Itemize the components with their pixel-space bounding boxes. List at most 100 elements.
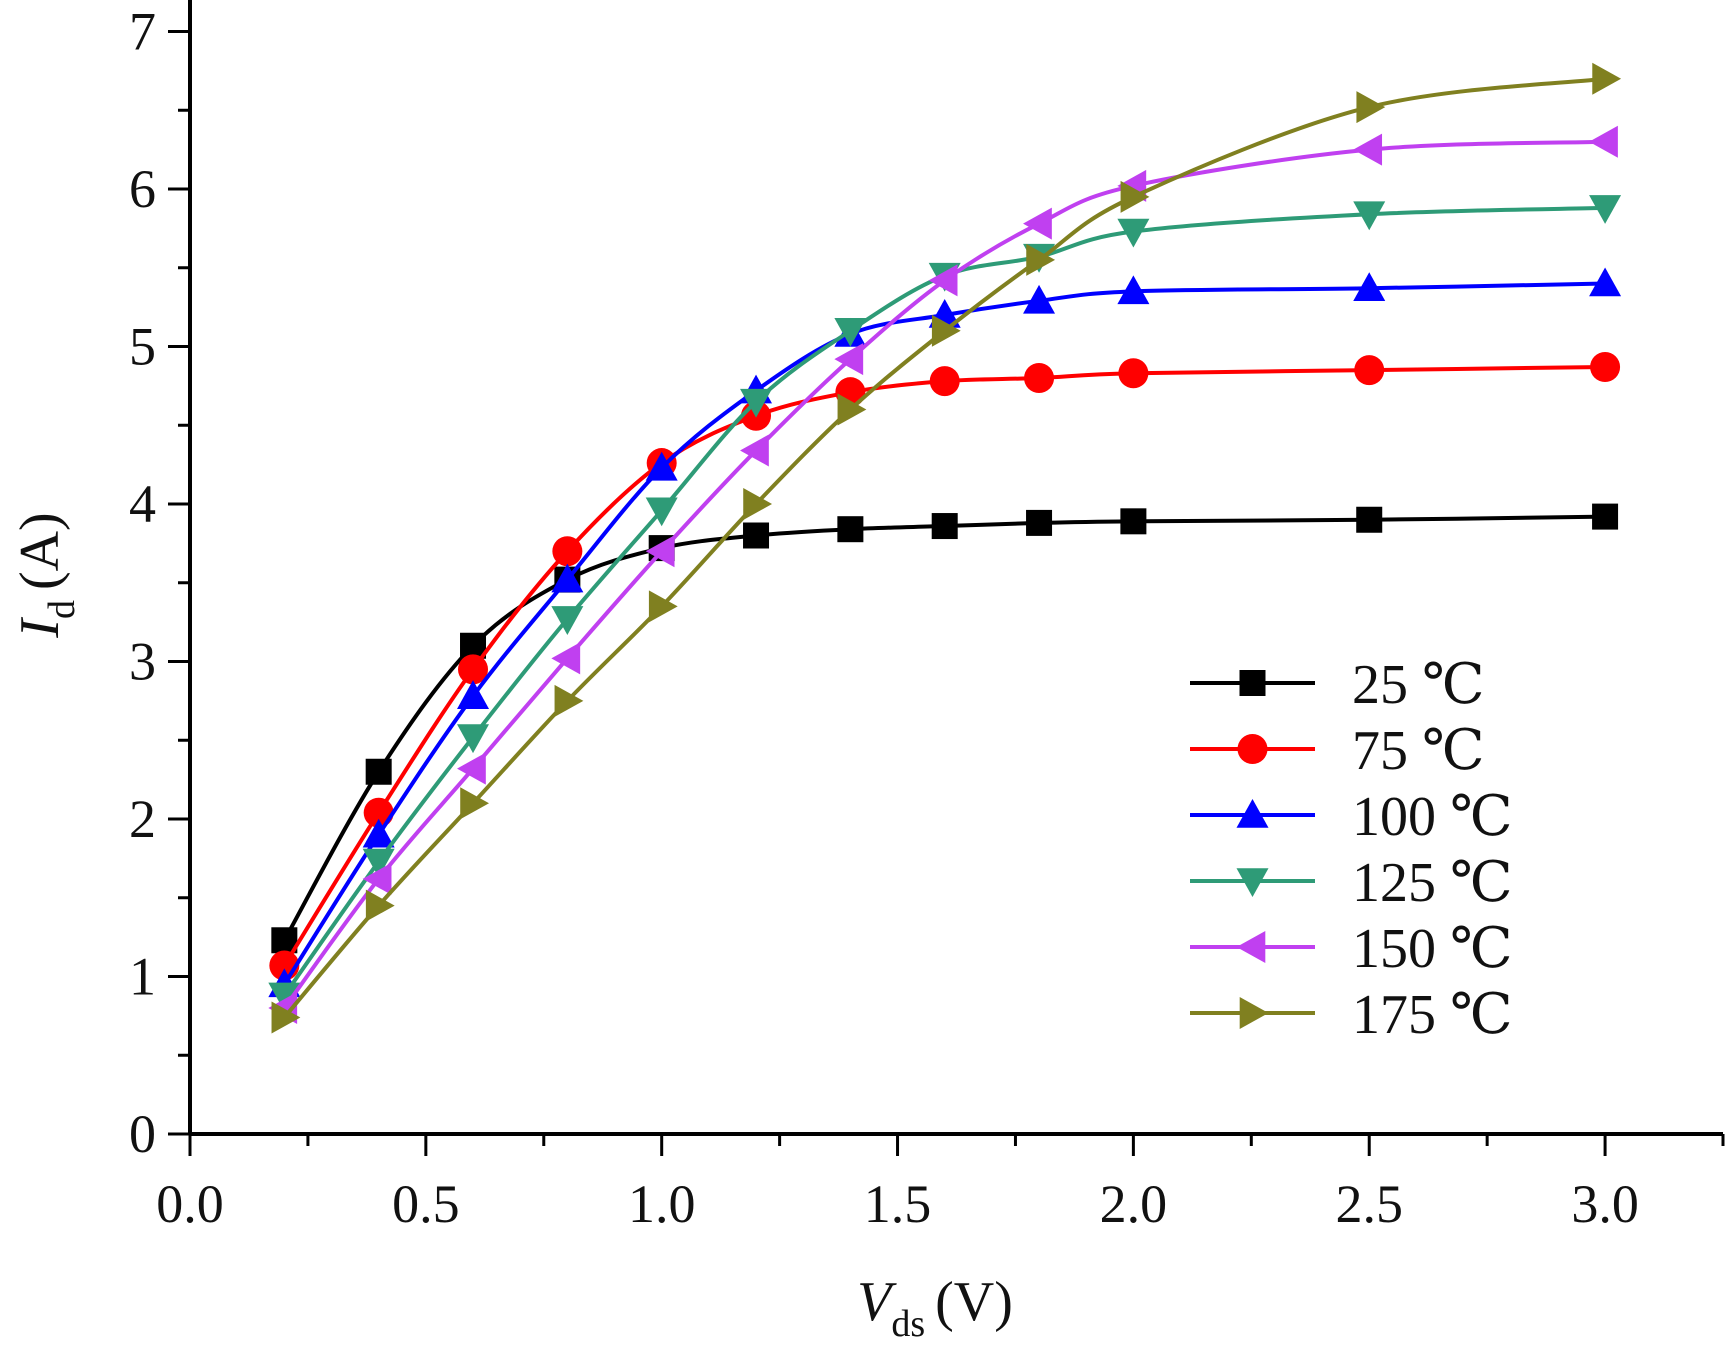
data-point	[834, 343, 864, 376]
data-point	[1120, 180, 1150, 213]
data-point	[457, 752, 486, 785]
y-tick-label: 6	[129, 159, 156, 219]
x-tick-label: 1.5	[864, 1174, 932, 1234]
data-point	[365, 889, 395, 922]
y-tick-label: 0	[129, 1104, 156, 1164]
data-point	[551, 606, 584, 635]
data-point	[1026, 243, 1056, 276]
x-tick-label: 2.0	[1100, 1174, 1168, 1234]
data-point	[834, 317, 867, 347]
data-point	[458, 654, 489, 685]
data-point	[1117, 218, 1150, 248]
data-point	[460, 787, 490, 820]
legend-item: 175 ℃	[1190, 984, 1513, 1046]
data-point	[552, 536, 583, 567]
data-point	[929, 366, 960, 397]
y-axis-title: Id(A)	[9, 512, 83, 638]
data-point	[1024, 363, 1055, 393]
data-point	[457, 724, 490, 754]
data-point	[740, 434, 769, 467]
legend-item: 150 ℃	[1190, 918, 1513, 980]
data-point	[362, 848, 395, 878]
legend-label: 100 ℃	[1352, 786, 1513, 848]
series-6	[271, 62, 1622, 1034]
data-point	[931, 513, 958, 540]
legend-marker	[1239, 997, 1269, 1029]
data-point	[1023, 207, 1052, 240]
legend-item: 100 ℃	[1190, 786, 1513, 848]
data-point	[271, 1001, 301, 1034]
data-point	[457, 680, 490, 709]
y-tick-label: 2	[129, 789, 156, 849]
data-point	[645, 497, 678, 527]
y-tick-label: 1	[129, 947, 156, 1007]
data-point	[554, 684, 584, 717]
series-layer	[268, 62, 1622, 1034]
series-line	[282, 364, 1606, 967]
data-point	[551, 642, 581, 675]
legend-item: 125 ℃	[1190, 852, 1513, 914]
data-point	[743, 488, 773, 520]
legend-label: 75 ℃	[1352, 720, 1485, 782]
data-point	[1353, 133, 1383, 166]
data-point	[1590, 351, 1621, 382]
legend-marker	[1239, 670, 1266, 696]
x-tick-label: 3.0	[1571, 1174, 1639, 1234]
data-point	[1356, 506, 1383, 533]
data-point	[1118, 358, 1149, 389]
legend-label: 150 ℃	[1352, 918, 1513, 980]
y-tick-label: 4	[129, 474, 156, 534]
series-4	[268, 195, 1622, 1012]
data-point	[1354, 355, 1385, 386]
data-point	[365, 758, 392, 785]
data-point	[931, 314, 961, 347]
data-point	[362, 818, 395, 848]
data-point	[1353, 272, 1386, 302]
legend-marker	[1236, 868, 1269, 897]
data-point	[1589, 195, 1622, 224]
legend-label: 125 ℃	[1352, 852, 1513, 914]
series-line	[282, 281, 1606, 986]
data-point	[1356, 91, 1386, 124]
y-tick-label: 3	[129, 632, 156, 692]
legend-marker	[1236, 799, 1269, 828]
data-point	[1589, 125, 1618, 158]
legend-item: 75 ℃	[1190, 720, 1485, 782]
y-tick-label: 5	[129, 317, 156, 377]
data-point	[1589, 267, 1622, 297]
data-point	[1120, 508, 1147, 535]
data-point	[837, 516, 864, 543]
legend-item: 25 ℃	[1190, 654, 1485, 716]
series-5	[268, 125, 1618, 1024]
y-tick-label: 7	[129, 2, 156, 62]
data-point	[362, 862, 392, 895]
legend-marker	[1237, 734, 1268, 764]
data-point	[837, 393, 867, 426]
data-point	[743, 522, 770, 549]
data-point	[1592, 62, 1622, 95]
data-point	[551, 563, 584, 593]
series-line	[282, 139, 1606, 1010]
data-point	[648, 590, 678, 623]
legend-label: 25 ℃	[1352, 654, 1485, 716]
data-point	[740, 388, 773, 418]
data-point	[645, 451, 678, 481]
series-line	[282, 205, 1606, 997]
axes: 0.0 0.5 1.0 1.5 2.0 2.5 3.0 0 1 2 3 4 5 6 7	[129, 0, 1725, 1234]
data-point	[1353, 201, 1386, 231]
series-line	[282, 514, 1606, 942]
data-point	[1592, 503, 1619, 530]
data-point	[928, 264, 958, 297]
x-tick-label: 0.5	[392, 1174, 460, 1234]
data-point	[645, 535, 675, 568]
data-point	[1117, 275, 1150, 305]
x-axis-title: Vds (V)	[857, 1271, 1013, 1345]
data-point	[1023, 284, 1056, 314]
data-point	[1026, 509, 1053, 536]
x-tick-label: 1.0	[628, 1174, 696, 1234]
data-point	[268, 982, 301, 1012]
x-tick-label: 0.0	[156, 1174, 224, 1234]
legend-marker	[1236, 931, 1266, 963]
